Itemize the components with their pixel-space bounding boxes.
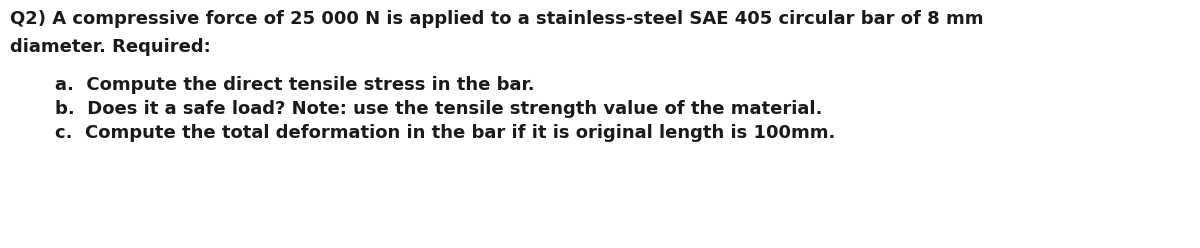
Text: b.  Does it a safe load? Note: use the tensile strength value of the material.: b. Does it a safe load? Note: use the te… [55, 100, 822, 118]
Text: diameter. Required:: diameter. Required: [10, 38, 211, 56]
Text: Q2) A compressive force of 25 000 N is applied to a stainless-steel SAE 405 circ: Q2) A compressive force of 25 000 N is a… [10, 10, 984, 28]
Text: c.  Compute the total deformation in the bar if it is original length is 100mm.: c. Compute the total deformation in the … [55, 124, 835, 142]
Text: a.  Compute the direct tensile stress in the bar.: a. Compute the direct tensile stress in … [55, 76, 535, 94]
